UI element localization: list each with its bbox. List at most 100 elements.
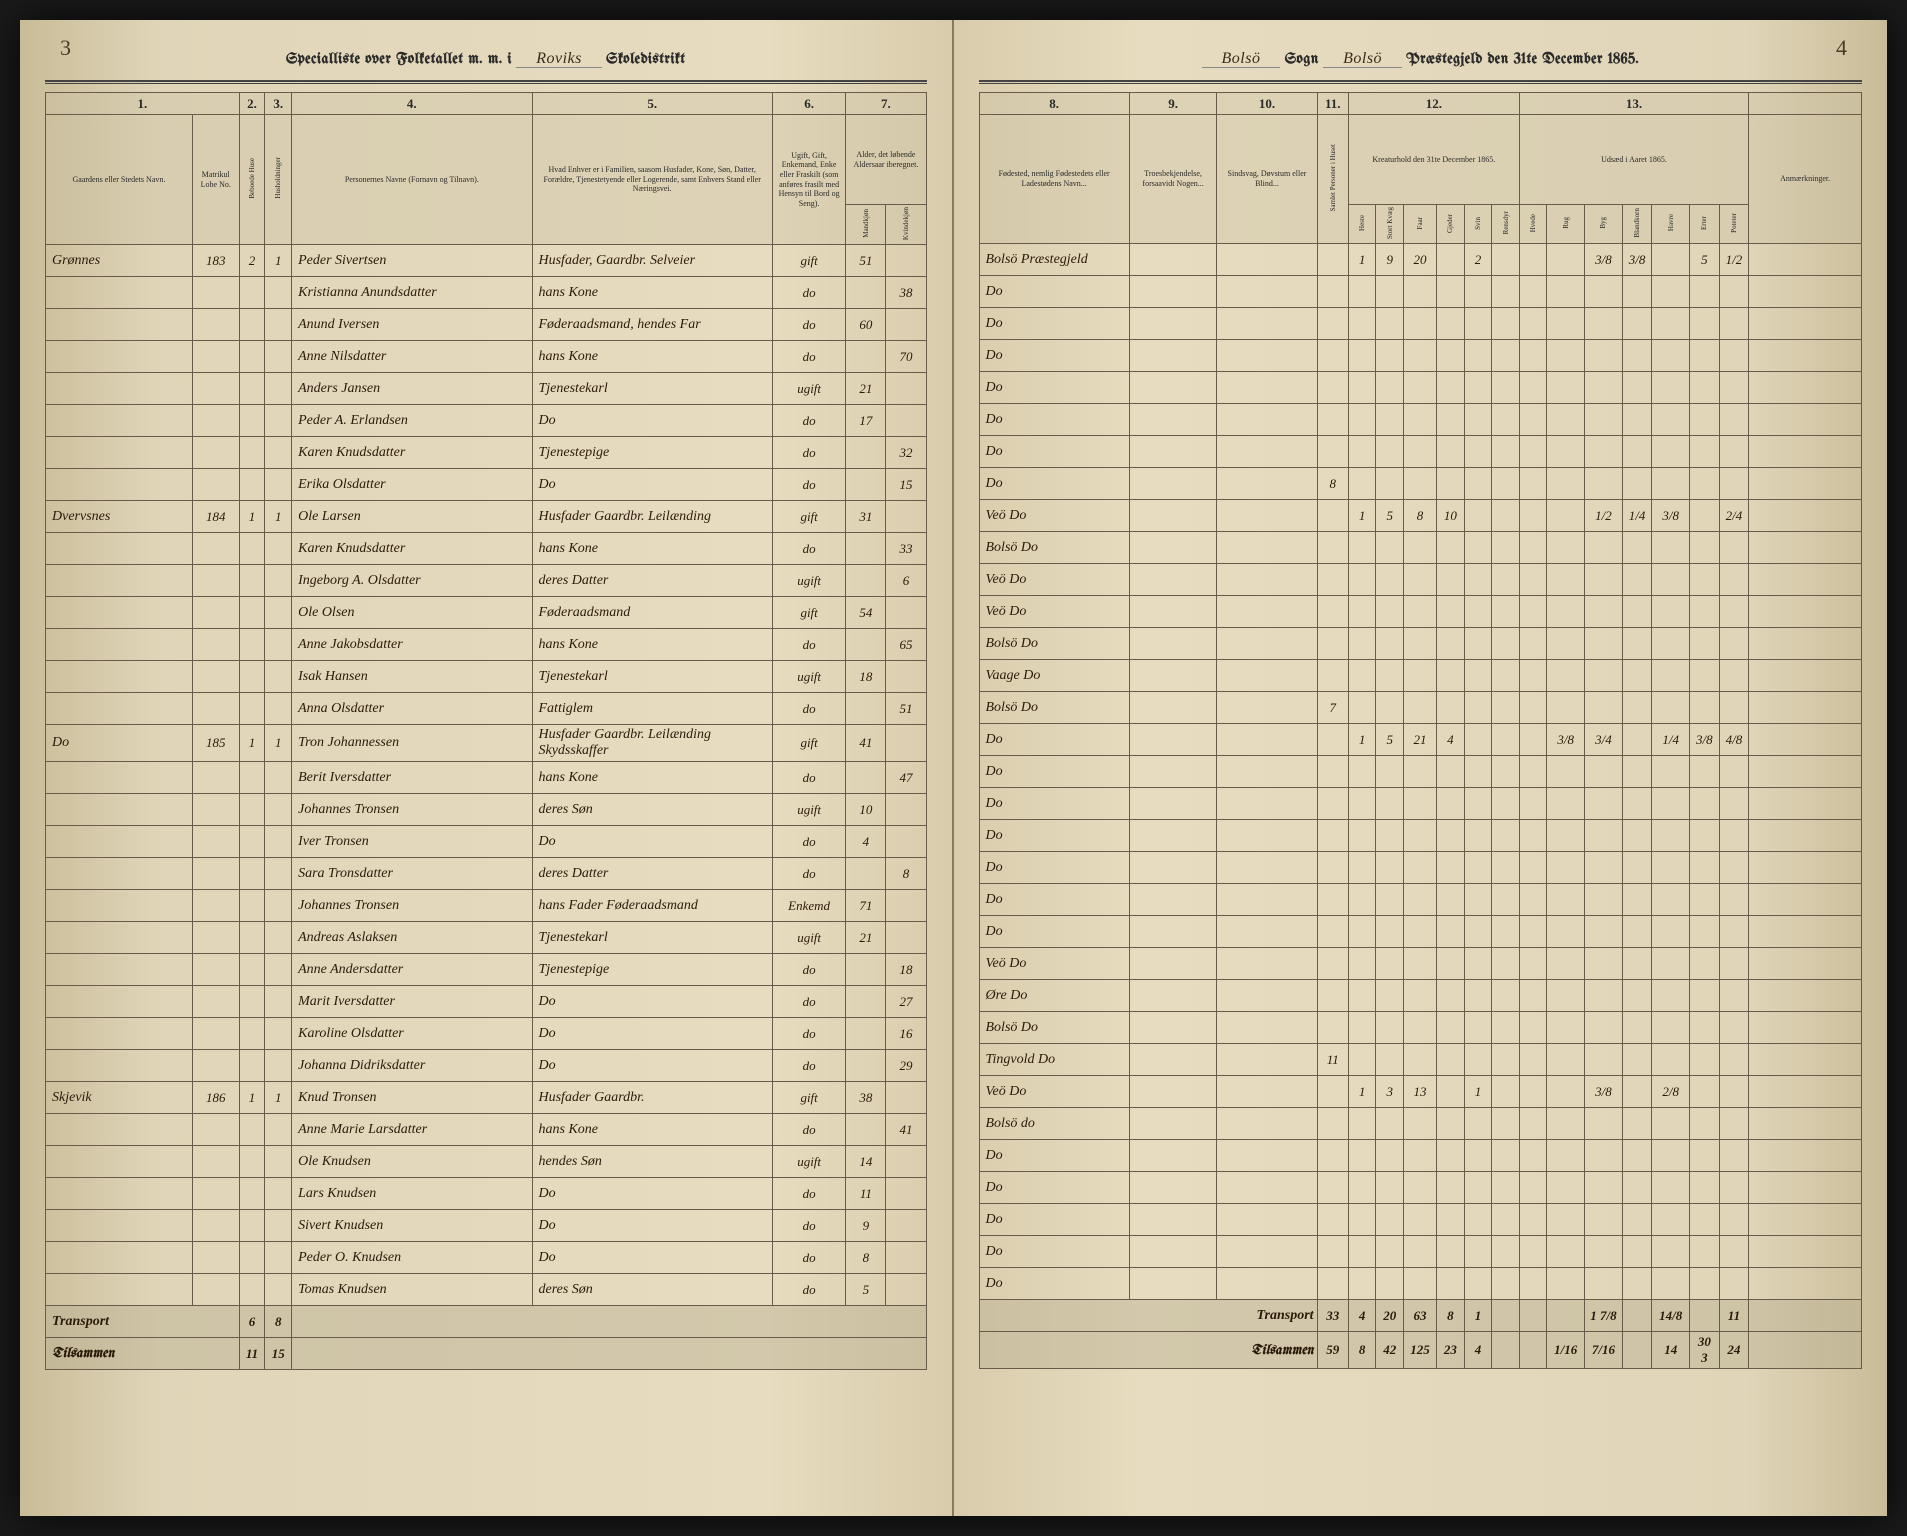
cell-familie: Tjenestekarl (532, 373, 772, 405)
cell-c13-3: 1/4 (1622, 500, 1652, 532)
cell-c12-4 (1464, 404, 1492, 436)
table-row: Ole Knudsenhendes Sønugift14 (46, 1146, 927, 1178)
cell-navn: Anne Marie Larsdatter (292, 1114, 532, 1146)
cell-fode: Bolsö Do (979, 1012, 1129, 1044)
cell-c12-1 (1376, 948, 1404, 980)
cell-gaard: Skjevik (46, 1082, 193, 1114)
cell-c13-4 (1652, 820, 1690, 852)
cell-navn: Anders Jansen (292, 373, 532, 405)
cell-c13-0 (1519, 884, 1547, 916)
cell-c13-1 (1547, 820, 1585, 852)
head-anm: Anmærkninger. (1749, 115, 1862, 244)
cell-c12-3 (1437, 1236, 1465, 1268)
cell-hus (239, 437, 265, 469)
cell-c12-0 (1348, 564, 1376, 596)
cell-gaard (46, 597, 193, 629)
cell-hus (239, 1018, 265, 1050)
cell-c12-3 (1437, 788, 1465, 820)
cell-fode: Do (979, 916, 1129, 948)
cell-c12-1 (1376, 532, 1404, 564)
table-row: Kristianna Anundsdatterhans Konedo38 (46, 277, 927, 309)
table-row: Peder O. KnudsenDodo8 (46, 1242, 927, 1274)
cell-c12-3 (1437, 660, 1465, 692)
cell-civil: do (772, 469, 845, 501)
cell-c13-6 (1719, 1204, 1749, 1236)
cell-c13-4 (1652, 1140, 1690, 1172)
cell-c13-3 (1622, 372, 1652, 404)
cell-sinds (1217, 1268, 1317, 1300)
head-matr: Matrikul Lobe No. (192, 115, 239, 245)
col-3: 3. (265, 93, 292, 115)
sub-faar: Faar (1403, 205, 1436, 244)
cell-fode: Bolsö Do (979, 628, 1129, 660)
cell-c13-3 (1622, 948, 1652, 980)
cell-c13-3 (1622, 468, 1652, 500)
cell-familie: Do (532, 986, 772, 1018)
table-row: Do (979, 1204, 1862, 1236)
cell-c12-5 (1492, 628, 1520, 660)
cell-sinds (1217, 1236, 1317, 1268)
cell-k (886, 245, 926, 277)
cell-c13-3 (1622, 436, 1652, 468)
cell-hus: 1 (239, 501, 265, 533)
cell-m: 21 (846, 922, 886, 954)
cell-navn: Peder A. Erlandsen (292, 405, 532, 437)
cell-civil: do (772, 986, 845, 1018)
cell-c12-1 (1376, 468, 1404, 500)
cell-fode: Do (979, 852, 1129, 884)
cell-gaard (46, 762, 193, 794)
cell-c12-3 (1437, 1108, 1465, 1140)
cell-gaard (46, 954, 193, 986)
cell-hh: 1 (265, 501, 292, 533)
cell-c12-1 (1376, 788, 1404, 820)
cell-c12-5 (1492, 468, 1520, 500)
cell-c12-0 (1348, 1012, 1376, 1044)
cell-anm (1749, 564, 1862, 596)
cell-c12-1 (1376, 1044, 1404, 1076)
cell-c13-6 (1719, 308, 1749, 340)
cell-c13-6 (1719, 1172, 1749, 1204)
cell-c13-3 (1622, 1236, 1652, 1268)
cell-c12-1 (1376, 820, 1404, 852)
table-row: Isak HansenTjenestekarlugift18 (46, 661, 927, 693)
cell-c12-4 (1464, 340, 1492, 372)
cell-c12-4 (1464, 436, 1492, 468)
cell-anm (1749, 596, 1862, 628)
cell-c12-2 (1403, 628, 1436, 660)
cell-k (886, 1242, 926, 1274)
cell-k: 8 (886, 858, 926, 890)
cell-k (886, 1082, 926, 1114)
cell-c11 (1317, 244, 1348, 276)
cell-c13-1 (1547, 404, 1585, 436)
cell-c12-2 (1403, 1108, 1436, 1140)
cell-matr (192, 629, 239, 661)
cell-c13-2 (1585, 308, 1623, 340)
cell-c12-5 (1492, 436, 1520, 468)
cell-civil: do (772, 1178, 845, 1210)
cell-fode: Do (979, 884, 1129, 916)
cell-c12-2 (1403, 980, 1436, 1012)
cell-navn: Tron Johannessen (292, 725, 532, 762)
cell-civil: ugift (772, 661, 845, 693)
cell-fode: Bolsö Do (979, 532, 1129, 564)
cell-c12-2 (1403, 308, 1436, 340)
cell-c13-2 (1585, 276, 1623, 308)
tilsammen-row-left: Tilsammen 11 15 (46, 1338, 927, 1370)
cell-matr (192, 1178, 239, 1210)
table-row: Do (979, 1140, 1862, 1172)
cell-c13-3 (1622, 1140, 1652, 1172)
header-suffix: Skoledistrikt (606, 51, 685, 67)
head-civil: Ugift, Gift, Enkemand, Enke eller Fraski… (772, 115, 845, 245)
cell-c13-5 (1690, 500, 1720, 532)
cell-troes (1129, 372, 1217, 404)
cell-k (886, 661, 926, 693)
cell-c12-3 (1437, 916, 1465, 948)
cell-c13-1 (1547, 852, 1585, 884)
head-troes: Troesbekjendelse, forsaavidt Nogen... (1129, 115, 1217, 244)
cell-c13-6 (1719, 948, 1749, 980)
col-13: 13. (1519, 93, 1748, 115)
head-sinds: Sindsvag, Døvstum eller Blind... (1217, 115, 1317, 244)
cell-c13-5 (1690, 596, 1720, 628)
cell-c13-1 (1547, 308, 1585, 340)
cell-c11 (1317, 500, 1348, 532)
